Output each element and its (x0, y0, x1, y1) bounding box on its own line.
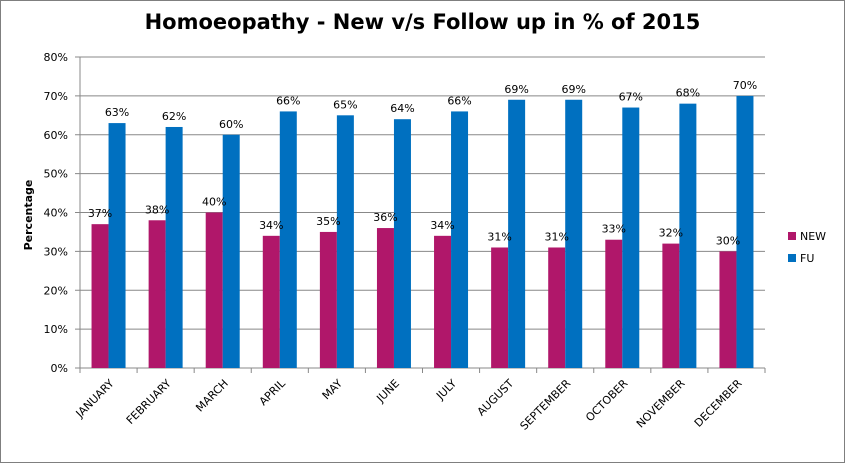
bar-fu (622, 107, 640, 368)
bar-new (319, 231, 337, 368)
data-label-new: 34% (259, 219, 283, 232)
legend-swatch-new (788, 232, 796, 240)
bar-new (491, 247, 509, 368)
y-tick-label: 60% (44, 129, 68, 142)
bar-new (262, 235, 280, 368)
data-label-fu: 65% (333, 98, 357, 111)
data-labels: 37% 63% 38% 62% 40% 60% 34% 66% 35% 65% 36% 64% 34% 6… (88, 79, 757, 248)
gridlines (80, 56, 765, 369)
legend: NEW FU (788, 230, 826, 265)
y-tick-label: 20% (44, 284, 68, 297)
data-label-fu: 69% (504, 83, 528, 96)
y-tick-label: 40% (44, 207, 68, 220)
legend-swatch-fu (788, 254, 796, 262)
y-tick-label: 70% (44, 90, 68, 103)
y-tick-label: 10% (44, 323, 68, 336)
x-tick-label: OCTOBER (583, 377, 631, 425)
data-label-new: 33% (602, 223, 626, 236)
data-label-fu: 62% (162, 110, 186, 123)
axes (75, 56, 766, 373)
chart-title: Homoeopathy - New v/s Follow up in % of … (144, 10, 701, 34)
x-tick-label: JULY (433, 377, 459, 403)
bar-fu (508, 99, 526, 368)
bar-fu (679, 103, 697, 369)
data-label-new: 38% (145, 203, 169, 216)
data-label-fu: 64% (390, 102, 414, 115)
bars (91, 95, 754, 369)
y-tick-label: 30% (44, 245, 68, 258)
bar-fu (222, 134, 240, 368)
bar-new (205, 212, 223, 368)
bar-fu (108, 123, 126, 369)
data-label-fu: 68% (676, 87, 700, 100)
data-label-fu: 69% (561, 83, 585, 96)
bar-new (662, 243, 680, 368)
x-tick-label: FEBRUARY (124, 377, 174, 427)
data-label-new: 34% (430, 219, 454, 232)
bar-new (548, 247, 566, 368)
data-label-new: 36% (373, 211, 397, 224)
x-tick-label: JUNE (373, 377, 402, 406)
bar-new (148, 220, 166, 368)
bar-fu (565, 99, 583, 368)
bar-new (605, 239, 623, 368)
bar-fu (451, 111, 469, 369)
x-axis-tick-labels: JANUARY FEBRUARY MARCH APRIL MAY JUNE JULY AUGU… (73, 376, 745, 432)
bar-new (376, 228, 394, 368)
x-tick-label: AUGUST (475, 377, 517, 419)
bar-fu (336, 115, 354, 368)
y-tick-label: 50% (44, 168, 68, 181)
x-tick-label: DECEMBER (692, 377, 745, 430)
legend-label-new: NEW (800, 230, 826, 243)
x-tick-label: SEPTEMBER (518, 377, 574, 433)
y-axis-label: Percentage (22, 180, 35, 251)
data-label-new: 30% (716, 234, 740, 247)
legend-label-fu: FU (800, 252, 814, 265)
data-label-new: 31% (487, 230, 511, 243)
bar-new (434, 235, 452, 368)
data-label-new: 37% (88, 207, 112, 220)
y-tick-label: 80% (44, 51, 68, 64)
bar-new (719, 251, 737, 368)
data-label-new: 35% (316, 215, 340, 228)
x-tick-label: NOVEMBER (634, 377, 688, 431)
bar-fu (393, 119, 411, 368)
y-axis-tick-labels: 0% 10% 20% 30% 40% 50% 60% 70% 80% (44, 51, 68, 375)
data-label-fu: 70% (733, 79, 757, 92)
bar-fu (279, 111, 297, 369)
data-label-fu: 63% (105, 106, 129, 119)
data-label-fu: 60% (219, 118, 243, 131)
x-tick-label: APRIL (257, 376, 289, 408)
data-label-new: 31% (544, 230, 568, 243)
data-label-fu: 66% (276, 94, 300, 107)
bar-new (91, 224, 109, 368)
x-tick-label: MARCH (193, 377, 231, 415)
bar-fu (165, 126, 183, 368)
data-label-new: 32% (659, 227, 683, 240)
data-label-fu: 66% (447, 94, 471, 107)
data-label-fu: 67% (619, 91, 643, 104)
bar-fu (736, 95, 754, 368)
data-label-new: 40% (202, 196, 226, 209)
x-tick-label: JANUARY (73, 377, 117, 421)
y-tick-label: 0% (51, 362, 68, 375)
x-tick-label: MAY (320, 377, 346, 403)
